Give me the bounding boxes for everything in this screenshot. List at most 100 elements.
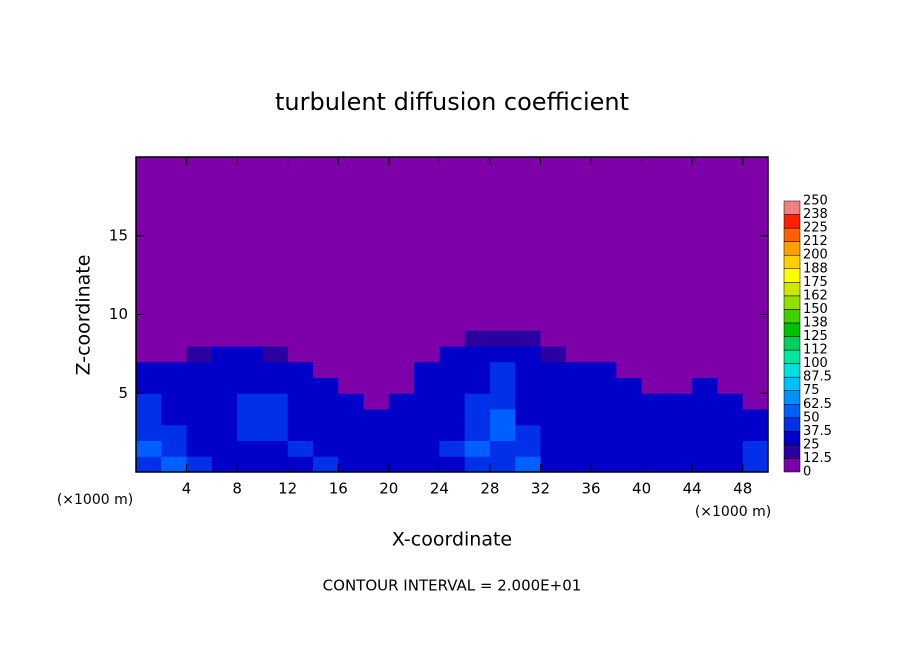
field-cell xyxy=(237,314,263,331)
field-cell xyxy=(540,361,567,378)
field-cell xyxy=(464,393,491,410)
field-cell xyxy=(717,361,744,378)
field-cell xyxy=(742,393,769,410)
field-cell xyxy=(136,393,162,410)
field-cell xyxy=(616,314,643,331)
field-cell xyxy=(641,440,668,457)
field-cell xyxy=(312,361,339,378)
field-cell xyxy=(338,346,365,363)
colorbar-swatch xyxy=(783,295,801,310)
field-cell xyxy=(464,361,491,378)
field-cell xyxy=(161,314,188,331)
x-tick-label: 4 xyxy=(182,480,192,498)
field-cell xyxy=(237,361,263,378)
field-cell xyxy=(312,393,339,410)
colorbar-swatch xyxy=(783,254,801,269)
field-cell xyxy=(237,440,263,457)
field-cell xyxy=(312,377,339,394)
field-cell xyxy=(262,330,289,347)
field-cell xyxy=(464,330,491,347)
colorbar-label: 25 xyxy=(803,437,820,452)
field-cell xyxy=(211,409,238,426)
field-cell xyxy=(515,346,541,363)
field-cell xyxy=(692,409,718,426)
field-cell xyxy=(641,393,668,410)
colorbar-label: 50 xyxy=(803,410,820,425)
field-cell xyxy=(489,346,516,363)
field-cell xyxy=(388,393,415,410)
field-cell xyxy=(464,424,491,441)
field-cell xyxy=(540,393,567,410)
field-cell xyxy=(565,346,592,363)
field-cell xyxy=(363,314,390,331)
field-cell xyxy=(742,330,769,347)
field-cell xyxy=(161,377,188,394)
field-cell xyxy=(161,456,188,473)
field-cell xyxy=(515,393,541,410)
field-cell xyxy=(742,424,769,441)
field-cell xyxy=(186,393,213,410)
field-cell xyxy=(262,346,289,363)
field-cell xyxy=(262,409,289,426)
field-cell xyxy=(363,377,390,394)
field-cell xyxy=(414,361,440,378)
field-cell xyxy=(540,456,567,473)
field-cell xyxy=(692,361,718,378)
field-cell xyxy=(666,440,693,457)
field-cell xyxy=(388,377,415,394)
field-cell xyxy=(742,456,769,473)
field-cell xyxy=(439,393,466,410)
field-cell xyxy=(338,377,365,394)
field-cell xyxy=(591,393,617,410)
field-cell xyxy=(136,424,162,441)
field-cell xyxy=(312,330,339,347)
field-cell xyxy=(616,440,643,457)
field-cell xyxy=(312,409,339,426)
field-cell xyxy=(616,361,643,378)
x-tick-label: 28 xyxy=(480,480,499,498)
field-cell xyxy=(489,314,516,331)
colorbar-label: 62.5 xyxy=(803,397,832,412)
field-cell xyxy=(641,377,668,394)
field-cell xyxy=(515,330,541,347)
colorbar-swatch xyxy=(783,309,801,324)
field-cell xyxy=(742,346,769,363)
x-unit-label: (×1000 m) xyxy=(695,504,771,520)
field-cell xyxy=(515,409,541,426)
field-cell xyxy=(565,330,592,347)
field-cell xyxy=(186,377,213,394)
field-cell xyxy=(388,456,415,473)
field-cell xyxy=(591,440,617,457)
field-cell xyxy=(591,377,617,394)
field-cell xyxy=(136,456,162,473)
field-cell xyxy=(388,361,415,378)
field-cell xyxy=(692,346,718,363)
field-cell xyxy=(338,456,365,473)
field-cell xyxy=(540,377,567,394)
field-cell xyxy=(338,314,365,331)
field-cell xyxy=(363,346,390,363)
field-cell xyxy=(262,314,289,331)
field-cell xyxy=(565,440,592,457)
field-cell xyxy=(161,330,188,347)
field-cell xyxy=(666,314,693,331)
field-cell xyxy=(464,377,491,394)
field-cell xyxy=(641,409,668,426)
colorbar-swatch xyxy=(783,268,801,283)
y-axis-label: Z-coordinate xyxy=(73,255,95,376)
colorbar-swatch xyxy=(783,444,801,459)
field-cell xyxy=(464,346,491,363)
field-cell xyxy=(186,346,213,363)
field-cell xyxy=(287,424,314,441)
field-cell xyxy=(565,424,592,441)
field-cell xyxy=(540,330,567,347)
field-cell xyxy=(489,409,516,426)
field-cell xyxy=(717,409,744,426)
field-cell xyxy=(489,440,516,457)
field-cell xyxy=(136,361,162,378)
x-tick-label: 24 xyxy=(430,480,449,498)
field-cell xyxy=(591,361,617,378)
colorbar-label: 138 xyxy=(803,315,828,330)
colorbar-label: 188 xyxy=(803,261,828,276)
field-cell xyxy=(186,456,213,473)
